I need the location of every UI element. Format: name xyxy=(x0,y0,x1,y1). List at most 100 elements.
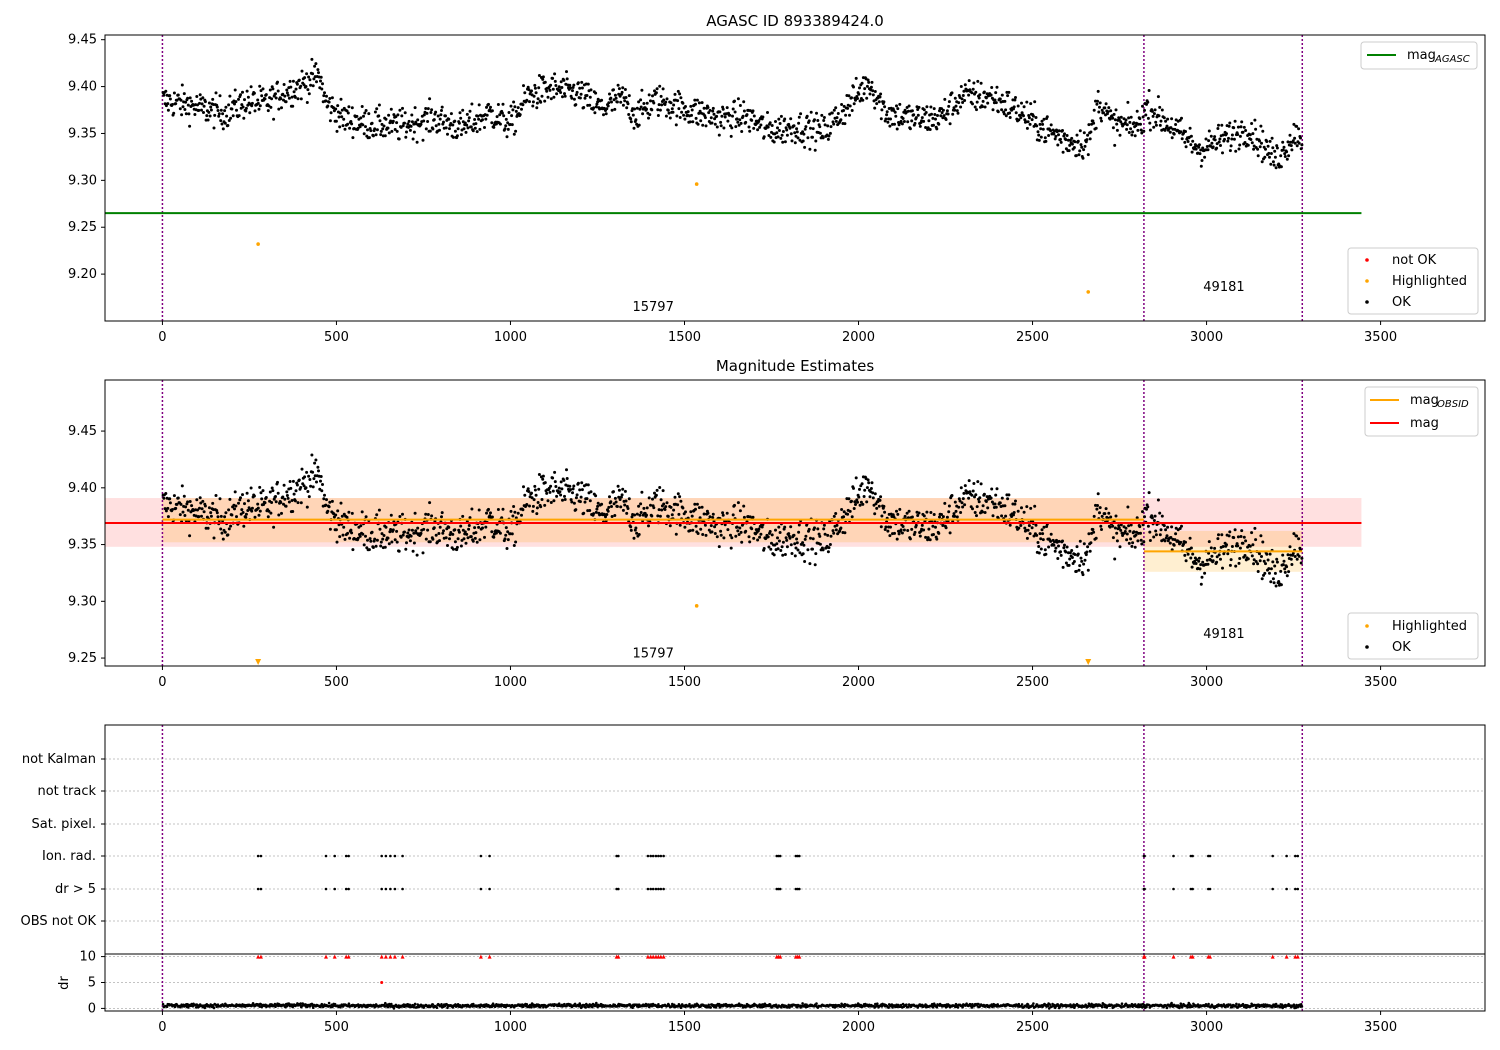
ok-point xyxy=(664,505,668,509)
ok-point xyxy=(1125,532,1129,536)
ok-point xyxy=(362,543,366,547)
ok-point xyxy=(1087,123,1091,127)
ok-point xyxy=(889,525,892,529)
ok-point xyxy=(568,484,572,488)
ok-point xyxy=(186,96,190,100)
ok-point xyxy=(565,70,568,74)
ok-point xyxy=(656,114,660,117)
ok-point xyxy=(822,116,826,119)
ok-point xyxy=(1169,126,1173,130)
ok-point xyxy=(806,136,810,140)
ok-point xyxy=(614,500,618,504)
ok-point xyxy=(807,119,811,123)
ok-point xyxy=(1092,514,1096,518)
ok-point xyxy=(551,87,555,91)
ok-point xyxy=(522,485,525,489)
ok-point xyxy=(406,531,410,535)
ok-point xyxy=(426,120,430,123)
ok-point xyxy=(568,83,572,87)
ok-point xyxy=(879,495,883,499)
ok-point xyxy=(293,95,297,99)
ok-point xyxy=(785,538,789,542)
ok-point xyxy=(625,106,629,110)
ok-point xyxy=(1080,559,1084,563)
ok-point xyxy=(440,511,444,515)
ok-point xyxy=(596,100,600,104)
ok-point xyxy=(1008,116,1012,119)
ok-point xyxy=(1272,163,1276,167)
ok-point xyxy=(289,85,293,89)
y-tick-label: 9.45 xyxy=(68,424,97,439)
ok-point xyxy=(1152,535,1156,539)
ok-point xyxy=(1119,523,1123,527)
ok-point xyxy=(284,504,288,508)
ok-point xyxy=(968,490,972,494)
ok-point xyxy=(994,91,998,95)
ok-point xyxy=(1134,124,1138,128)
ok-point xyxy=(1080,145,1084,149)
ok-point xyxy=(1197,556,1201,560)
ok-point xyxy=(866,78,870,82)
ok-point xyxy=(871,93,875,97)
ok-point xyxy=(1059,550,1062,554)
ok-point xyxy=(549,83,553,87)
ok-point xyxy=(855,498,859,502)
ok-point xyxy=(336,104,340,108)
ok-point xyxy=(406,122,410,126)
ok-point xyxy=(1140,542,1144,546)
dr-point xyxy=(840,1002,843,1006)
ok-point xyxy=(720,114,724,118)
ok-point xyxy=(269,105,273,109)
ok-point xyxy=(943,501,947,505)
ok-point xyxy=(1254,560,1258,563)
ok-point xyxy=(277,107,281,111)
y-tick-label: 9.45 xyxy=(68,33,97,48)
ok-point xyxy=(1035,533,1039,537)
ok-point xyxy=(1285,574,1289,578)
ok-point xyxy=(1070,136,1074,140)
ok-point xyxy=(731,114,734,118)
ok-point xyxy=(1184,145,1188,149)
ok-point xyxy=(781,540,785,544)
ok-point xyxy=(451,547,455,551)
ok-point xyxy=(1168,541,1172,545)
ok-point xyxy=(543,503,547,507)
ok-point xyxy=(360,510,364,514)
ok-point xyxy=(483,535,486,539)
ok-point xyxy=(834,106,838,110)
ok-point xyxy=(1072,560,1076,563)
flag-dr-gt-5 xyxy=(659,887,663,891)
ok-point xyxy=(441,531,445,535)
ok-point xyxy=(1201,560,1205,564)
ok-point xyxy=(506,530,510,534)
ok-point xyxy=(308,478,312,481)
ok-point xyxy=(258,509,262,513)
ok-point xyxy=(219,514,223,518)
ok-point xyxy=(1206,562,1210,566)
ok-point xyxy=(244,106,248,110)
flag-dr-gt-5 xyxy=(384,887,388,891)
ok-point xyxy=(974,493,978,497)
ok-point xyxy=(1098,506,1102,510)
ok-point xyxy=(1138,117,1142,121)
ok-point xyxy=(1007,90,1011,94)
ok-point xyxy=(658,514,662,518)
ok-point xyxy=(924,126,928,129)
ok-point xyxy=(1205,558,1209,562)
ok-point xyxy=(832,108,836,112)
y-tick-label: 9.35 xyxy=(68,126,97,141)
ok-point xyxy=(621,487,625,491)
ok-point xyxy=(1054,134,1058,138)
ok-point xyxy=(170,103,174,106)
ok-point xyxy=(971,102,974,106)
ok-point xyxy=(268,88,272,92)
ok-point xyxy=(922,528,926,532)
ok-point xyxy=(770,533,774,537)
ok-point xyxy=(1025,100,1029,104)
ok-point xyxy=(1281,553,1285,557)
ok-point xyxy=(885,113,889,117)
ok-point xyxy=(1012,105,1016,109)
ok-point xyxy=(411,137,415,141)
ok-point xyxy=(182,92,186,96)
ok-point xyxy=(401,106,404,110)
